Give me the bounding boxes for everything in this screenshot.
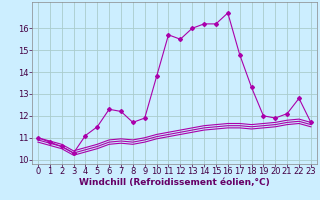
X-axis label: Windchill (Refroidissement éolien,°C): Windchill (Refroidissement éolien,°C): [79, 178, 270, 187]
